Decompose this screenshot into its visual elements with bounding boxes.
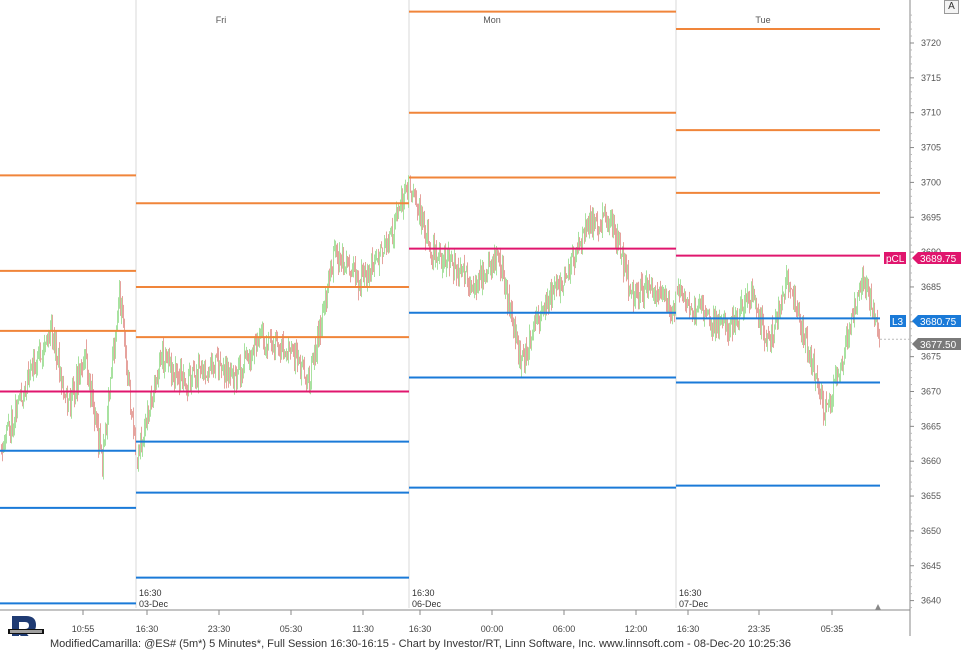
day-label: Mon [483, 15, 501, 25]
price-tag-box [890, 315, 906, 327]
y-tick-label: 3710 [921, 108, 941, 118]
scale-mode-button[interactable]: A [944, 0, 959, 14]
scroll-end-marker-icon [875, 604, 881, 610]
y-tick-label: 3650 [921, 526, 941, 536]
price-value-box [912, 338, 961, 350]
x-tick-label: 11:30 [352, 624, 374, 634]
session-start-date: 07-Dec [679, 599, 709, 609]
price-value-label: 3677.50 [920, 340, 957, 351]
price-tag-label: L3 [892, 317, 904, 328]
y-tick-label: 3675 [921, 352, 941, 362]
price-tag-label: pCL [886, 254, 905, 265]
x-tick-label: 06:00 [553, 624, 576, 634]
y-tick-label: 3700 [921, 177, 941, 187]
day-label: Fri [216, 15, 227, 25]
session-start-date: 03-Dec [139, 599, 169, 609]
chart-caption: ModifiedCamarilla: @ES# (5m*) 5 Minutes*… [50, 638, 791, 650]
y-tick-label: 3695 [921, 212, 941, 222]
price-value-label: 3689.75 [920, 254, 957, 265]
y-tick-label: 3660 [921, 456, 941, 466]
x-tick-label: 00:00 [481, 624, 504, 634]
x-tick-label: 16:30 [136, 624, 159, 634]
x-tick-label: 23:35 [748, 624, 771, 634]
price-value-box [912, 252, 961, 264]
session-start-time: 16:30 [412, 588, 435, 598]
price-tag-box [884, 252, 906, 264]
y-tick-label: 3715 [921, 73, 941, 83]
price-value-label: 3680.75 [920, 317, 957, 328]
y-tick-label: 3705 [921, 143, 941, 153]
x-tick-label: 10:55 [72, 624, 95, 634]
x-tick-label: 12:00 [625, 624, 648, 634]
x-tick-label: 05:30 [280, 624, 303, 634]
session-start-time: 16:30 [139, 588, 162, 598]
x-tick-label: 05:35 [821, 624, 844, 634]
session-start-date: 06-Dec [412, 599, 442, 609]
y-tick-label: 3685 [921, 282, 941, 292]
y-tick-label: 3665 [921, 421, 941, 431]
day-label: Tue [755, 15, 770, 25]
y-tick-label: 3645 [921, 561, 941, 571]
x-tick-label: 16:30 [409, 624, 432, 634]
x-tick-label: 23:30 [208, 624, 231, 634]
y-tick-label: 3655 [921, 491, 941, 501]
y-tick-label: 3720 [921, 38, 941, 48]
status-bar: ModifiedCamarilla: @ES# (5m*) 5 Minutes*… [0, 636, 961, 652]
price-value-box [912, 315, 961, 327]
y-tick-label: 3640 [921, 596, 941, 606]
session-start-time: 16:30 [679, 588, 702, 598]
y-tick-label: 3670 [921, 387, 941, 397]
x-tick-label: 16:30 [677, 624, 700, 634]
